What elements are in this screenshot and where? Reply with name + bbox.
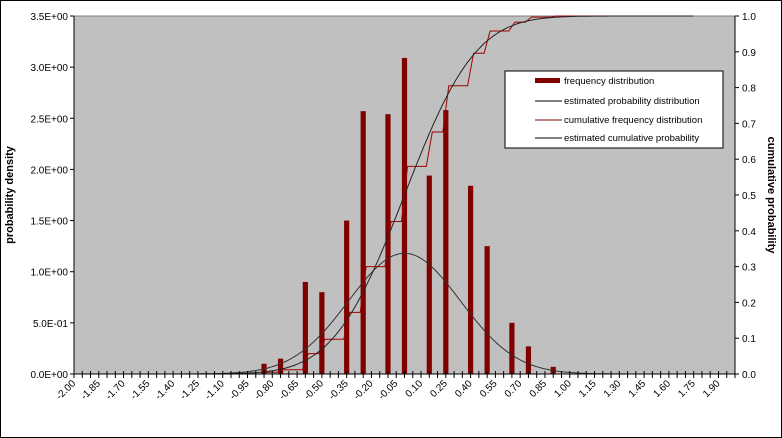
bar bbox=[360, 111, 366, 374]
y2-tick-label: 0.9 bbox=[742, 48, 756, 59]
x-tick-label: -1.85 bbox=[79, 378, 103, 402]
bar bbox=[302, 281, 308, 374]
y2-tick-label: 0.7 bbox=[742, 119, 756, 130]
x-tick-label: 1.45 bbox=[627, 378, 649, 400]
legend-label-cdf: estimated cumulative probability bbox=[564, 133, 699, 144]
legend-swatch-frequency bbox=[535, 78, 560, 83]
y-tick-label: 3.5E+00 bbox=[30, 12, 68, 23]
y2-tick-label: 0.6 bbox=[742, 155, 756, 166]
y-tick-label: 1.5E+00 bbox=[30, 217, 68, 228]
y2-tick-label: 0.0 bbox=[742, 370, 756, 381]
bar bbox=[401, 57, 408, 375]
bar bbox=[525, 346, 532, 374]
bar bbox=[468, 185, 474, 374]
x-tick-label: 0.40 bbox=[453, 378, 475, 400]
bar bbox=[443, 110, 449, 375]
y2-tick-label: 0.1 bbox=[742, 334, 756, 345]
x-tick-label: 1.75 bbox=[676, 378, 698, 400]
y-tick-label: 2.0E+00 bbox=[30, 165, 68, 176]
x-tick-label: -1.40 bbox=[153, 378, 177, 402]
legend-label-frequency: frequency distribution bbox=[564, 76, 654, 87]
x-tick-label: -0.95 bbox=[228, 378, 252, 402]
x-tick-label: 0.10 bbox=[404, 378, 426, 400]
y2-tick-label: 0.2 bbox=[742, 298, 756, 309]
y-tick-label: 1.0E+00 bbox=[30, 268, 68, 279]
x-tick-label: 1.60 bbox=[651, 378, 673, 400]
bar bbox=[426, 175, 432, 374]
bar bbox=[344, 220, 350, 374]
y-tick-label: 0.0E+00 bbox=[30, 370, 68, 381]
x-tick-label: 1.15 bbox=[577, 378, 599, 400]
x-tick-label: -0.05 bbox=[376, 378, 400, 402]
x-tick-label: 1.30 bbox=[602, 378, 624, 400]
x-tick-label: 0.55 bbox=[478, 378, 500, 400]
y2-tick-label: 0.5 bbox=[742, 191, 756, 202]
bar bbox=[484, 246, 490, 374]
y-axis-title: probability density bbox=[4, 145, 16, 244]
y-tick-label: 3.0E+00 bbox=[30, 63, 68, 74]
x-tick-label: -2.00 bbox=[54, 378, 78, 402]
x-tick-label: -1.25 bbox=[178, 378, 202, 402]
x-tick-label: 0.70 bbox=[503, 378, 525, 400]
x-tick-label: -1.55 bbox=[129, 378, 153, 402]
x-tick-label: -0.65 bbox=[277, 378, 301, 402]
legend: frequency distribution estimated probabi… bbox=[504, 70, 724, 149]
x-tick-label: -1.70 bbox=[104, 378, 128, 402]
y2-tick-label: 0.4 bbox=[742, 227, 756, 238]
x-tick-label: -0.50 bbox=[302, 378, 326, 402]
y-tick-label: 5.0E-01 bbox=[33, 319, 68, 330]
y2-tick-label: 0.3 bbox=[742, 263, 756, 274]
bar bbox=[509, 322, 515, 374]
y2-axis-title: cumulative probability bbox=[765, 137, 777, 255]
y2-tick-label: 0.8 bbox=[742, 84, 756, 95]
y-tick-label: 2.5E+00 bbox=[30, 114, 68, 125]
legend-label-pdf: estimated probability distribution bbox=[564, 96, 700, 107]
x-tick-label: -0.20 bbox=[352, 378, 376, 402]
bar bbox=[277, 358, 284, 374]
x-tick-label: -0.35 bbox=[327, 378, 351, 402]
x-tick-label: 1.00 bbox=[552, 378, 574, 400]
legend-box bbox=[504, 70, 724, 149]
x-tick-label: 0.25 bbox=[428, 378, 450, 400]
x-tick-label: 0.85 bbox=[528, 378, 550, 400]
y2-tick-label: 1.0 bbox=[742, 12, 756, 23]
x-tick-label: -1.10 bbox=[203, 378, 227, 402]
x-tick-label: 1.90 bbox=[701, 378, 723, 400]
x-tick-label: -0.80 bbox=[253, 378, 277, 402]
legend-label-cumfreq: cumulative frequency distribution bbox=[564, 115, 702, 126]
